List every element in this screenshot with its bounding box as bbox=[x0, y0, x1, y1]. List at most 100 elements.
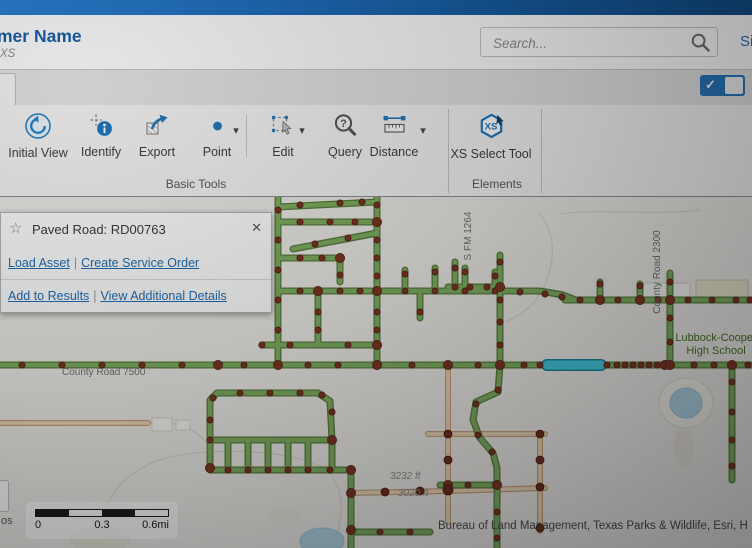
asset-point[interactable] bbox=[535, 455, 545, 465]
ribbon-tab-partial[interactable] bbox=[0, 73, 16, 106]
asset-point[interactable] bbox=[636, 282, 644, 290]
layer-toggle[interactable]: ✓ bbox=[700, 75, 745, 96]
asset-point[interactable] bbox=[613, 361, 621, 369]
asset-point[interactable] bbox=[284, 466, 292, 474]
asset-point[interactable] bbox=[416, 308, 424, 316]
asset-point[interactable] bbox=[240, 361, 248, 369]
asset-point[interactable] bbox=[464, 481, 472, 489]
asset-point[interactable] bbox=[236, 389, 244, 397]
asset-point[interactable] bbox=[491, 479, 502, 490]
asset-point[interactable] bbox=[373, 201, 381, 209]
edit-dropdown-chevron[interactable]: ▾ bbox=[299, 125, 305, 137]
asset-point[interactable] bbox=[371, 216, 382, 227]
asset-point[interactable] bbox=[371, 285, 382, 296]
asset-point[interactable] bbox=[520, 361, 528, 369]
asset-point[interactable] bbox=[494, 386, 502, 394]
asset-point[interactable] bbox=[274, 266, 282, 274]
view-additional-details-link[interactable]: View Additional Details bbox=[100, 289, 227, 303]
asset-point[interactable] bbox=[358, 198, 366, 206]
asset-point[interactable] bbox=[304, 466, 312, 474]
asset-point[interactable] bbox=[744, 361, 752, 369]
search-input[interactable] bbox=[491, 31, 680, 55]
asset-point[interactable] bbox=[494, 281, 505, 292]
asset-point[interactable] bbox=[684, 296, 692, 304]
asset-point[interactable] bbox=[496, 318, 504, 326]
favorite-star-icon[interactable]: ☆ bbox=[9, 220, 23, 237]
asset-point[interactable] bbox=[443, 455, 453, 465]
asset-point[interactable] bbox=[212, 359, 223, 370]
asset-point[interactable] bbox=[558, 293, 566, 301]
asset-point[interactable] bbox=[296, 218, 304, 226]
asset-point[interactable] bbox=[326, 434, 337, 445]
asset-point[interactable] bbox=[491, 272, 499, 280]
asset-point[interactable] bbox=[376, 528, 384, 536]
asset-point[interactable] bbox=[443, 429, 453, 439]
asset-point[interactable] bbox=[204, 462, 215, 473]
asset-point[interactable] bbox=[258, 341, 266, 349]
asset-point[interactable] bbox=[312, 285, 323, 296]
asset-point[interactable] bbox=[541, 290, 549, 298]
asset-point[interactable] bbox=[690, 361, 698, 369]
asset-point[interactable] bbox=[728, 436, 736, 444]
asset-point[interactable] bbox=[326, 218, 334, 226]
xs-select-tool-button[interactable]: XS XS Select Tool bbox=[445, 112, 537, 161]
asset-point[interactable] bbox=[653, 361, 661, 369]
asset-point[interactable] bbox=[274, 296, 282, 304]
asset-point[interactable] bbox=[296, 389, 304, 397]
asset-point[interactable] bbox=[535, 482, 545, 492]
asset-point[interactable] bbox=[637, 361, 645, 369]
asset-point[interactable] bbox=[746, 296, 752, 304]
distance-dropdown-chevron[interactable]: ▾ bbox=[420, 125, 426, 137]
asset-point[interactable] bbox=[311, 240, 319, 248]
asset-point[interactable] bbox=[371, 339, 382, 350]
add-to-results-link[interactable]: Add to Results bbox=[8, 289, 90, 303]
asset-point[interactable] bbox=[296, 201, 304, 209]
asset-point[interactable] bbox=[344, 341, 352, 349]
asset-point[interactable] bbox=[728, 408, 736, 416]
asset-point[interactable] bbox=[665, 294, 676, 305]
asset-point[interactable] bbox=[666, 314, 674, 322]
asset-point[interactable] bbox=[603, 361, 611, 369]
asset-point[interactable] bbox=[493, 534, 501, 542]
asset-point[interactable] bbox=[635, 294, 646, 305]
asset-point[interactable] bbox=[401, 270, 409, 278]
asset-point[interactable] bbox=[472, 400, 480, 408]
asset-point[interactable] bbox=[274, 326, 282, 334]
asset-point[interactable] bbox=[380, 487, 390, 497]
asset-point[interactable] bbox=[666, 338, 674, 346]
asset-point[interactable] bbox=[336, 199, 344, 207]
asset-point[interactable] bbox=[334, 252, 345, 263]
asset-point[interactable] bbox=[18, 361, 26, 369]
asset-point[interactable] bbox=[286, 341, 294, 349]
asset-point[interactable] bbox=[178, 361, 186, 369]
asset-point[interactable] bbox=[614, 296, 622, 304]
asset-point[interactable] bbox=[274, 206, 282, 214]
asset-point[interactable] bbox=[732, 296, 740, 304]
asset-point[interactable] bbox=[431, 268, 439, 276]
asset-point[interactable] bbox=[401, 287, 409, 295]
asset-point[interactable] bbox=[345, 487, 356, 498]
asset-point[interactable] bbox=[344, 234, 352, 242]
asset-point[interactable] bbox=[373, 272, 381, 280]
asset-point[interactable] bbox=[373, 326, 381, 334]
load-asset-link[interactable]: Load Asset bbox=[8, 256, 70, 270]
asset-point[interactable] bbox=[596, 280, 604, 288]
asset-point[interactable] bbox=[334, 361, 342, 369]
asset-point[interactable] bbox=[442, 484, 454, 496]
asset-point[interactable] bbox=[328, 408, 336, 416]
asset-point[interactable] bbox=[516, 288, 524, 296]
asset-point[interactable] bbox=[496, 341, 504, 349]
asset-point[interactable] bbox=[345, 464, 356, 475]
asset-point[interactable] bbox=[488, 448, 496, 456]
asset-point[interactable] bbox=[494, 359, 505, 370]
asset-point[interactable] bbox=[206, 416, 214, 424]
asset-point[interactable] bbox=[326, 466, 334, 474]
asset-point[interactable] bbox=[336, 287, 344, 295]
asset-point[interactable] bbox=[535, 429, 545, 439]
asset-point[interactable] bbox=[595, 294, 606, 305]
asset-point[interactable] bbox=[665, 359, 676, 370]
asset-point[interactable] bbox=[728, 462, 736, 470]
asset-point[interactable] bbox=[474, 361, 482, 369]
asset-point[interactable] bbox=[272, 359, 283, 370]
asset-point[interactable] bbox=[318, 391, 326, 399]
